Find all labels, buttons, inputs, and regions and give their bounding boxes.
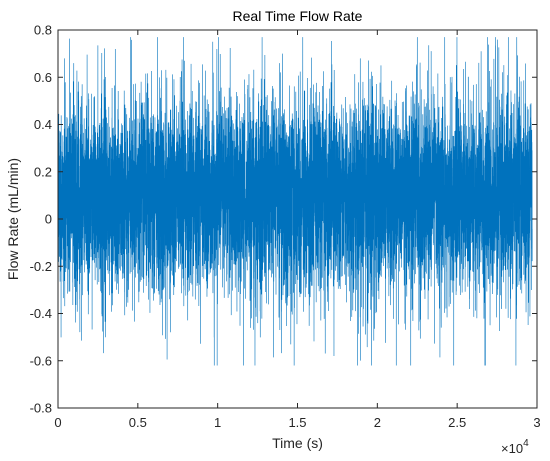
y-axis: -0.8 -0.6 -0.4 -0.2 0 0.2 0.4 0.6 0.8 — [30, 23, 537, 416]
x-tick-label: 3 — [533, 415, 540, 430]
x-tick-label: 0.5 — [129, 415, 147, 430]
x-tick-label: 1.5 — [288, 415, 306, 430]
x-multiplier-base: ×10 — [501, 441, 523, 456]
y-tick-label: 0.4 — [34, 117, 52, 132]
y-tick-label: -0.8 — [30, 401, 52, 416]
x-axis: 0 0.5 1 1.5 2 2.5 3 — [54, 30, 541, 430]
x-tick-label: 2 — [374, 415, 381, 430]
x-axis-label: Time (s) — [272, 435, 323, 451]
y-tick-label: -0.2 — [30, 259, 52, 274]
y-tick-label: 0.2 — [34, 164, 52, 179]
y-tick-label: 0.8 — [34, 23, 52, 38]
plot-area — [58, 37, 533, 366]
x-multiplier-exponent: 4 — [523, 438, 529, 449]
x-axis-multiplier: ×104 — [501, 438, 529, 456]
y-tick-label: -0.6 — [30, 353, 52, 368]
y-tick-label: 0.6 — [34, 70, 52, 85]
y-axis-label: Flow Rate (mL/min) — [5, 158, 21, 280]
x-tick-label: 0 — [54, 415, 61, 430]
chart-title: Real Time Flow Rate — [233, 8, 363, 24]
y-tick-label: -0.4 — [30, 306, 52, 321]
y-tick-label: 0 — [45, 212, 52, 227]
x-tick-label: 2.5 — [448, 415, 466, 430]
x-tick-label: 1 — [214, 415, 221, 430]
flow-rate-series-line — [58, 37, 533, 366]
